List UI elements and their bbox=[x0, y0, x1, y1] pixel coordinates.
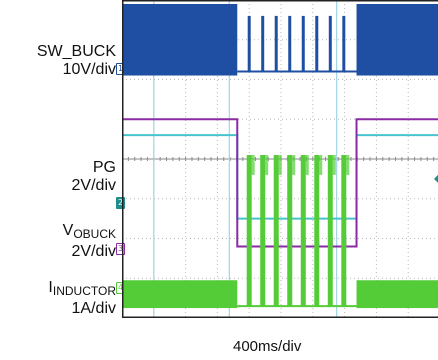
inductor-spike bbox=[341, 155, 347, 307]
sw-buck-pulse bbox=[328, 15, 332, 72]
pg-name: PG bbox=[92, 159, 116, 176]
pg-label: PG 2V/div bbox=[4, 159, 116, 195]
sw-buck-pulse bbox=[301, 15, 305, 72]
inductor-spike-shoulder bbox=[292, 155, 296, 175]
vobuck-trace bbox=[122, 118, 438, 248]
vobuck-scale: 2V/div bbox=[71, 243, 116, 260]
pg-marker-icon: 2 bbox=[116, 197, 125, 209]
sw-buck-switching-band bbox=[356, 3, 438, 76]
inductor-ripple-band bbox=[122, 280, 238, 309]
inductor-spike-shoulder bbox=[332, 155, 336, 175]
inductor-name-line: IINDUCTOR bbox=[4, 279, 116, 300]
inductor-spike-shoulder bbox=[305, 155, 309, 175]
scope-svg bbox=[122, 0, 438, 318]
pg-scale: 2V/div bbox=[71, 177, 116, 194]
inductor-spike bbox=[260, 155, 266, 307]
sw-buck-pulse bbox=[342, 15, 346, 72]
inductor-name-sub: INDUCTOR bbox=[52, 284, 116, 298]
vobuck-name: V bbox=[62, 222, 74, 239]
vobuck-label: VOBUCK 2V/div bbox=[4, 222, 116, 261]
vobuck-name-line: VOBUCK bbox=[4, 222, 116, 243]
inductor-spike-shoulder bbox=[278, 155, 282, 175]
inductor-spike-shoulder bbox=[265, 155, 269, 175]
vobuck-name-sub: OBUCK bbox=[73, 227, 116, 241]
sw-buck-pulse bbox=[288, 15, 292, 72]
sw-buck-pulse bbox=[315, 15, 319, 72]
sw-buck-switching-band bbox=[122, 3, 238, 76]
sw-buck-name: SW_BUCK bbox=[36, 43, 116, 60]
inductor-spike-shoulder bbox=[346, 155, 350, 175]
sw-buck-pulse bbox=[261, 15, 265, 72]
inductor-spike bbox=[327, 155, 333, 307]
inductor-label: IINDUCTOR 1A/div bbox=[4, 279, 116, 318]
inductor-ripple-band bbox=[356, 280, 438, 309]
scope-frame bbox=[122, 0, 438, 318]
sw-buck-scale: 10V/div bbox=[62, 61, 116, 78]
inductor-spike bbox=[300, 155, 306, 307]
trigger-marker-icon bbox=[434, 174, 438, 183]
inductor-spike-shoulder bbox=[319, 155, 323, 175]
inductor-spike-shoulder bbox=[251, 155, 255, 175]
sw-buck-label: SW_BUCK 10V/div bbox=[4, 43, 116, 79]
sw-buck-pulse bbox=[247, 15, 251, 72]
pg-trace bbox=[122, 134, 438, 220]
sw-buck-pulse bbox=[274, 15, 278, 72]
inductor-name: I bbox=[48, 279, 53, 296]
inductor-spike bbox=[273, 155, 279, 307]
inductor-spike bbox=[314, 155, 320, 307]
inductor-spike bbox=[246, 155, 252, 307]
timebase-label: 400ms/div bbox=[233, 338, 302, 355]
oscilloscope-plot bbox=[122, 0, 438, 318]
inductor-spike bbox=[287, 155, 293, 307]
inductor-scale: 1A/div bbox=[71, 300, 116, 317]
vobuck-marker-icon: 3 bbox=[116, 243, 125, 255]
